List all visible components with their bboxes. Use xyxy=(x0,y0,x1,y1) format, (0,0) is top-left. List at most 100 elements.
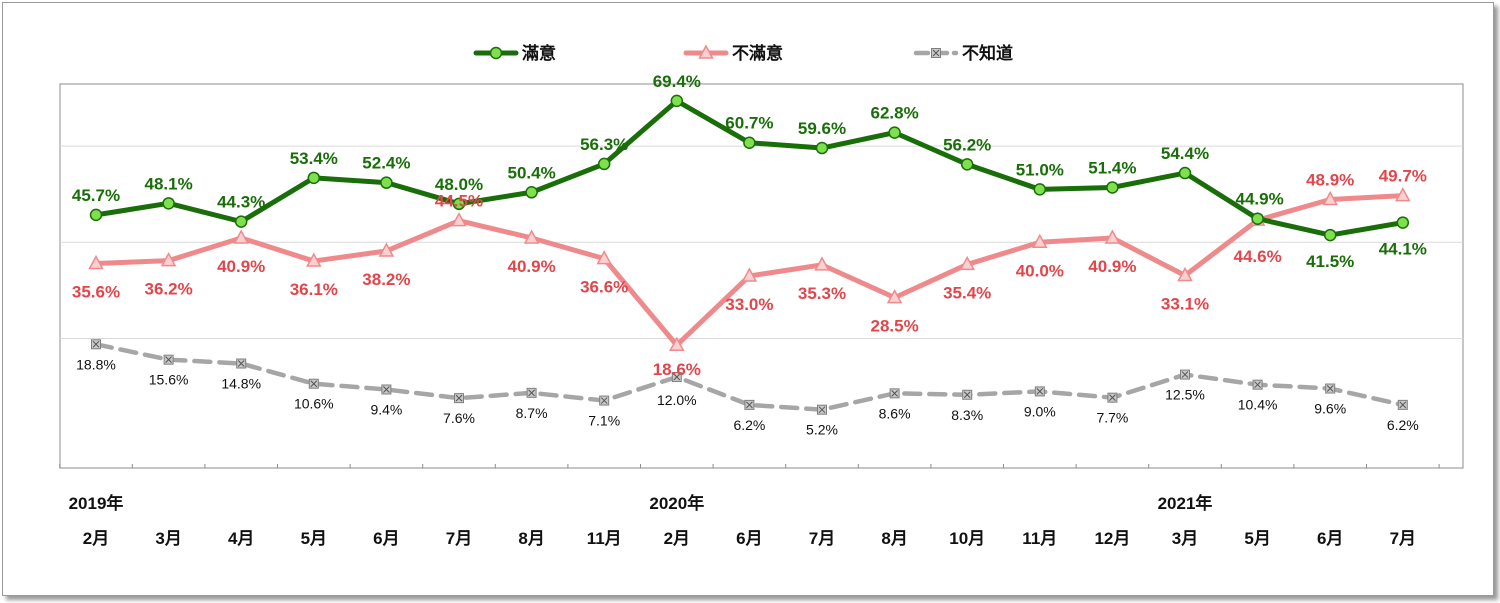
data-label: 51.0% xyxy=(1016,160,1064,179)
series-line-dont-know xyxy=(93,342,1406,412)
data-point xyxy=(233,229,249,244)
data-point-cross xyxy=(963,391,971,399)
data-point xyxy=(815,141,829,155)
plot-area xyxy=(59,83,1464,469)
data-label: 48.1% xyxy=(144,174,192,193)
x-tick-label: 11月 xyxy=(1022,529,1057,548)
x-tick-label: 12月 xyxy=(1094,529,1130,548)
x-tick-label: 4月 xyxy=(228,529,254,548)
data-point-cross xyxy=(237,360,245,367)
x-tick-label: 7月 xyxy=(1390,529,1416,548)
x-tick-label: 3月 xyxy=(1172,529,1198,548)
data-label: 54.4% xyxy=(1161,144,1209,163)
x-tick-label: 8月 xyxy=(518,529,544,548)
data-label: 50.4% xyxy=(507,163,555,182)
data-point xyxy=(1033,183,1047,196)
data-label: 8.3% xyxy=(951,407,983,423)
data-label: 44.1% xyxy=(1379,240,1427,259)
data-label: 44.9% xyxy=(1235,190,1283,209)
data-point-cross xyxy=(383,386,390,393)
data-label: 15.6% xyxy=(149,372,189,388)
data-point xyxy=(234,215,248,228)
data-label: 44.5% xyxy=(435,192,483,211)
legend: 滿意 不滿意 不知道 xyxy=(473,43,1013,63)
data-label: 9.6% xyxy=(1314,401,1346,417)
data-point xyxy=(525,186,538,199)
data-point xyxy=(1177,266,1193,282)
data-point-cross xyxy=(673,373,681,381)
data-point-cross xyxy=(1326,385,1334,392)
data-point xyxy=(451,212,467,227)
data-point xyxy=(1032,233,1048,249)
data-label: 28.5% xyxy=(870,317,918,336)
x-axis: 2月 3月 4月 5月 6月 7月 8月 11月 2月 6月 7月 8月 10月 11月 12月 3月 5月 6月… xyxy=(69,493,1416,548)
data-label: 7.1% xyxy=(588,413,620,429)
data-point xyxy=(1323,228,1337,242)
data-point xyxy=(1251,212,1264,225)
data-point xyxy=(306,252,322,267)
data-label: 12.5% xyxy=(1165,387,1205,403)
x-tick-label: 2月 xyxy=(83,529,109,548)
data-label: 7.6% xyxy=(443,410,475,426)
data-point xyxy=(960,158,974,171)
data-label: 49.7% xyxy=(1379,167,1427,186)
data-label: 52.4% xyxy=(362,154,410,173)
data-point xyxy=(886,289,903,304)
data-point-cross xyxy=(92,340,100,348)
data-point-cross xyxy=(1254,381,1261,389)
data-point xyxy=(523,229,540,244)
data-point xyxy=(88,254,104,270)
data-point xyxy=(1322,190,1338,206)
data-label: 36.1% xyxy=(290,280,338,299)
data-point xyxy=(380,176,393,189)
data-label: 56.3% xyxy=(580,135,628,154)
data-label: 62.8% xyxy=(870,104,918,123)
data-label: 8.6% xyxy=(879,405,911,421)
data-label: 48.0% xyxy=(435,175,483,194)
x-tick-label: 6月 xyxy=(373,529,399,548)
series-markers xyxy=(88,94,1411,415)
year-label: 2021年 xyxy=(1158,493,1213,513)
data-label: 8.7% xyxy=(516,405,548,421)
x-tick-label: 7月 xyxy=(446,529,472,548)
data-point-cross xyxy=(1036,388,1044,395)
year-label: 2020年 xyxy=(649,493,704,513)
data-label: 45.7% xyxy=(72,186,120,205)
data-label: 9.4% xyxy=(370,401,402,417)
data-point-cross xyxy=(932,49,940,57)
data-point-cross xyxy=(310,380,318,388)
data-point-cross xyxy=(746,401,753,409)
data-labels: 45.7% 48.1% 44.3% 53.4% 52.4% 48.0% 50.4% 56.3%… xyxy=(72,72,1427,438)
data-point xyxy=(597,157,611,171)
data-point-cross xyxy=(1399,401,1407,409)
data-point xyxy=(1395,187,1411,202)
data-label: 48.9% xyxy=(1306,170,1354,189)
legend-label: 不知道 xyxy=(962,43,1013,63)
data-point xyxy=(1104,229,1121,244)
data-point xyxy=(1396,216,1410,229)
data-label: 44.3% xyxy=(217,193,265,212)
data-point xyxy=(669,336,685,351)
data-label: 33.0% xyxy=(725,295,773,314)
data-point xyxy=(888,126,901,139)
data-label: 59.6% xyxy=(798,119,846,138)
data-label: 9.0% xyxy=(1024,403,1056,419)
data-point-cross xyxy=(818,406,826,414)
x-tick-label: 8月 xyxy=(881,529,907,548)
data-point xyxy=(160,252,177,267)
data-label: 40.9% xyxy=(1088,257,1136,276)
data-point xyxy=(959,255,975,271)
data-label: 10.6% xyxy=(294,396,334,412)
data-label: 53.4% xyxy=(290,149,338,168)
data-point xyxy=(814,256,830,271)
x-tick-label: 5月 xyxy=(1244,529,1270,548)
data-label: 36.6% xyxy=(580,278,628,297)
data-label: 6.2% xyxy=(733,417,765,433)
data-label: 18.6% xyxy=(653,360,701,379)
data-point-cross xyxy=(528,389,535,397)
data-point xyxy=(378,242,395,257)
data-point xyxy=(743,136,756,149)
chart-frame xyxy=(2,2,1494,596)
x-tick-label: 6月 xyxy=(1317,529,1343,548)
